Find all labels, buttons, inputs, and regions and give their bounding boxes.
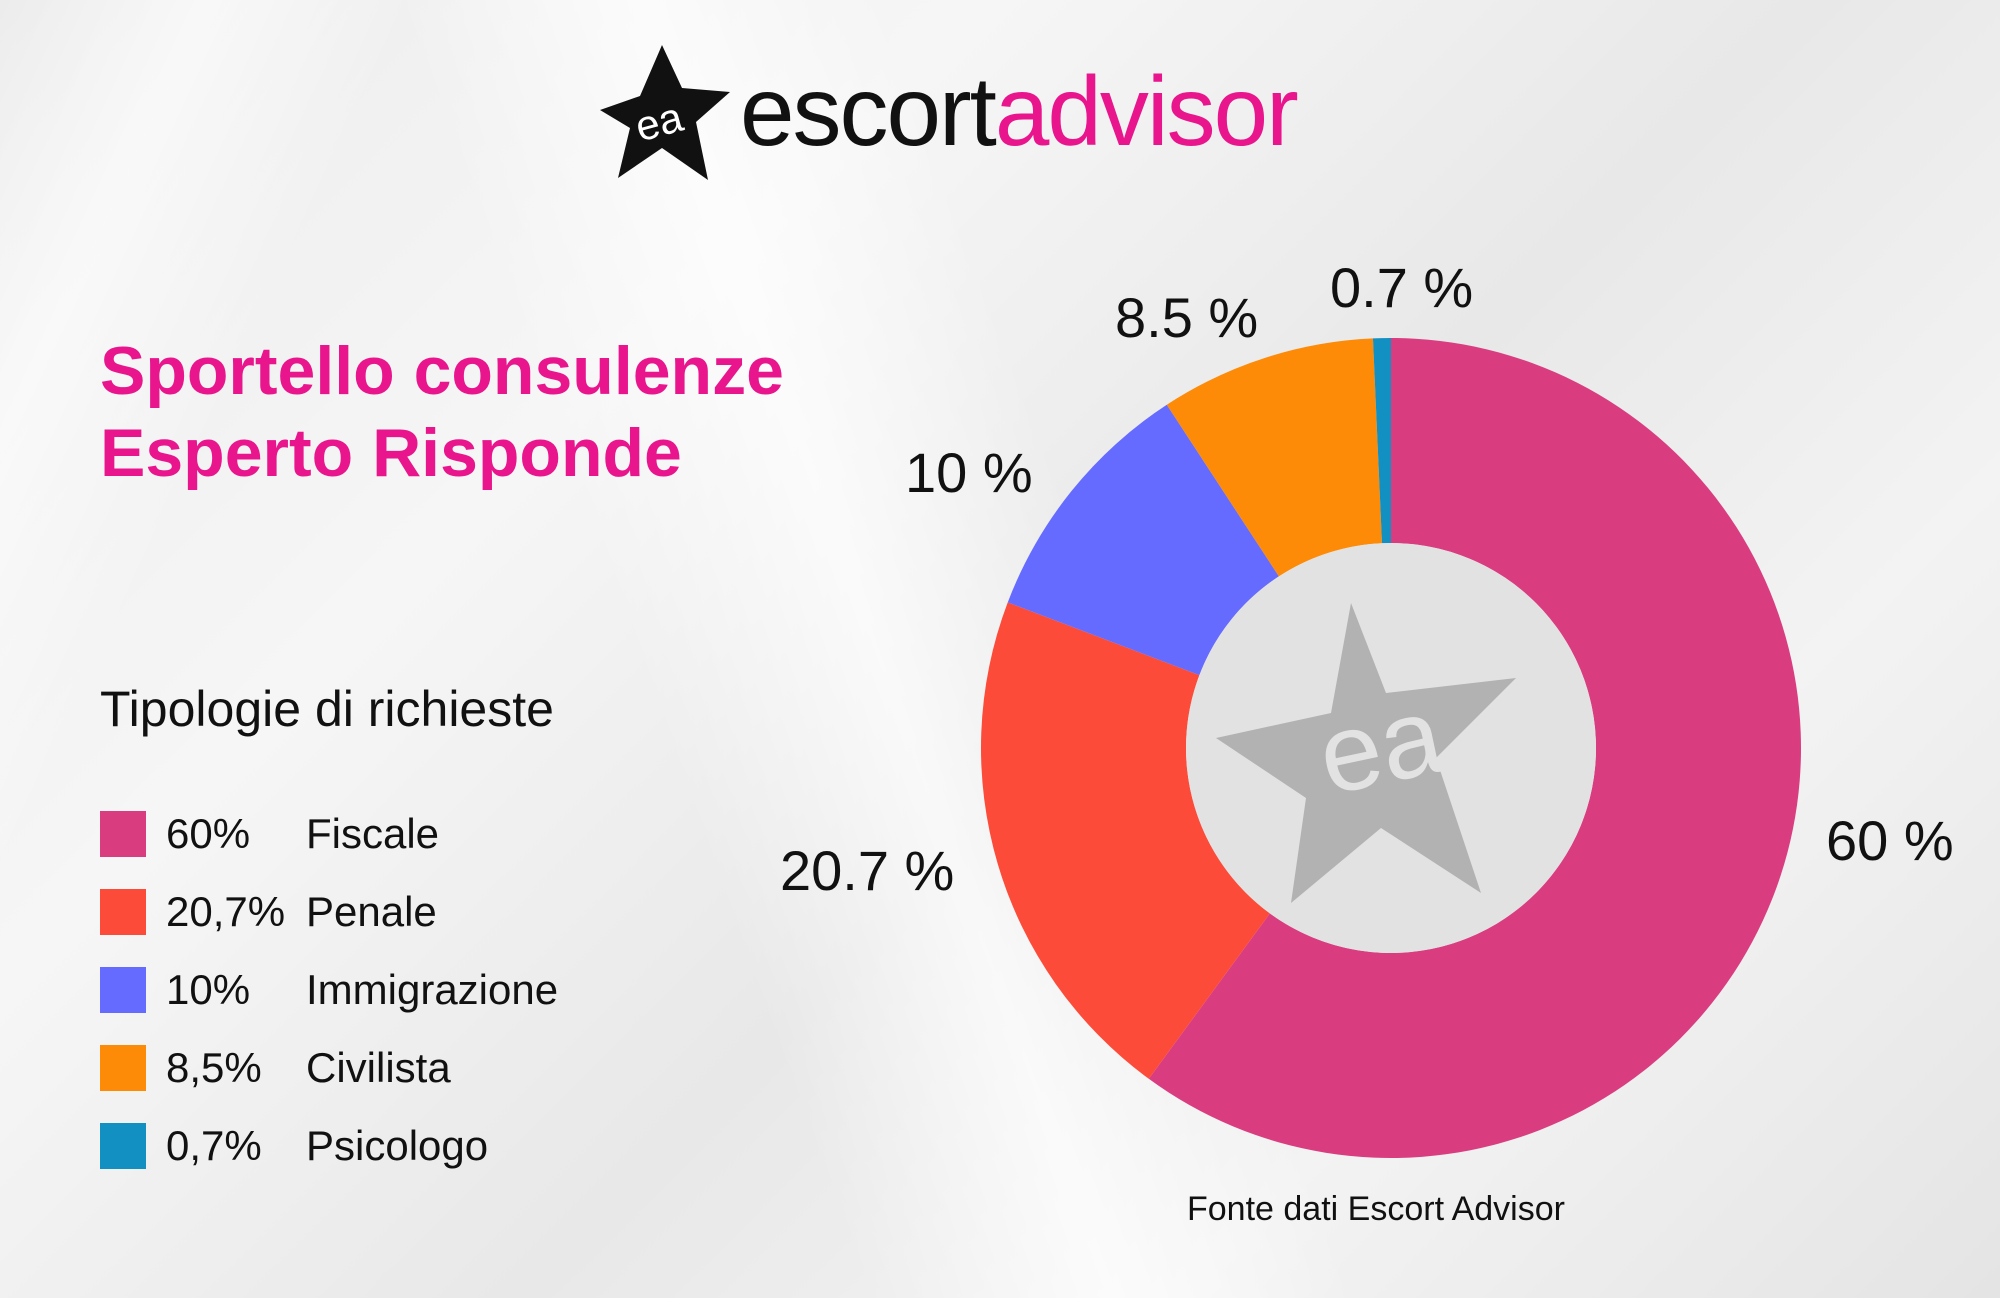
legend-pct: 0,7% xyxy=(166,1122,262,1169)
legend-item-fiscale: 60% Fiscale xyxy=(100,795,558,873)
legend-label: Immigrazione xyxy=(306,966,559,1013)
svg-text:ea: ea xyxy=(1308,673,1454,819)
donut-slice-penale xyxy=(981,602,1270,1079)
slice-label-psicologo: 0.7 % xyxy=(1330,256,1474,319)
slice-label-fiscale: 60 % xyxy=(1826,809,1954,872)
legend-pct: 60% xyxy=(166,810,251,857)
legend-item-immigrazione: 10% Immigrazione xyxy=(100,951,558,1029)
legend-item-psicologo: 0,7% Psicologo xyxy=(100,1107,558,1185)
donut-slice-psicologo xyxy=(1372,338,1391,544)
donut-slice-immigrazione xyxy=(1007,404,1279,676)
legend-pct: 20,7% xyxy=(166,888,286,935)
star-logo-icon: ea xyxy=(600,45,730,180)
slice-label-penale: 20.7 % xyxy=(780,839,955,902)
legend-swatch xyxy=(100,889,146,935)
legend-pct: 8,5% xyxy=(166,1044,262,1091)
brand-name-part2: advisor xyxy=(994,56,1299,166)
title-line-2: Esperto Risponde xyxy=(100,415,682,491)
legend-swatch xyxy=(100,811,146,857)
legend-swatch xyxy=(100,1123,146,1169)
title-line-1: Sportello consulenze xyxy=(100,333,784,409)
data-source-note: Fonte dati Escort Advisor xyxy=(1187,1190,1565,1228)
legend-label: Civilista xyxy=(306,1044,451,1091)
legend-swatch xyxy=(100,967,146,1013)
donut-slice-civilista xyxy=(1166,338,1382,577)
legend-label: Fiscale xyxy=(306,810,440,857)
watermark-star-icon: ea xyxy=(1216,603,1516,903)
legend-item-civilista: 8,5% Civilista xyxy=(100,1029,558,1107)
legend-pct: 10% xyxy=(166,966,251,1013)
legend-item-penale: 20,7% Penale xyxy=(100,873,558,951)
page-title: Sportello consulenze Esperto Risponde xyxy=(100,330,784,494)
legend-label: Penale xyxy=(306,888,437,935)
brand-name-part1: escort xyxy=(740,56,997,166)
legend-swatch xyxy=(100,1045,146,1091)
legend-label: Psicologo xyxy=(306,1122,489,1169)
slice-label-civilista: 8.5 % xyxy=(1115,286,1259,349)
donut-slice-fiscale xyxy=(1148,338,1801,1158)
legend-heading: Tipologie di richieste xyxy=(100,681,554,737)
brand-wordmark: escortadvisor xyxy=(740,62,1299,160)
slice-label-immigrazione: 10 % xyxy=(905,441,1033,504)
chart-legend: 60% Fiscale 20,7% Penale 10% Immigrazion… xyxy=(100,795,558,1185)
